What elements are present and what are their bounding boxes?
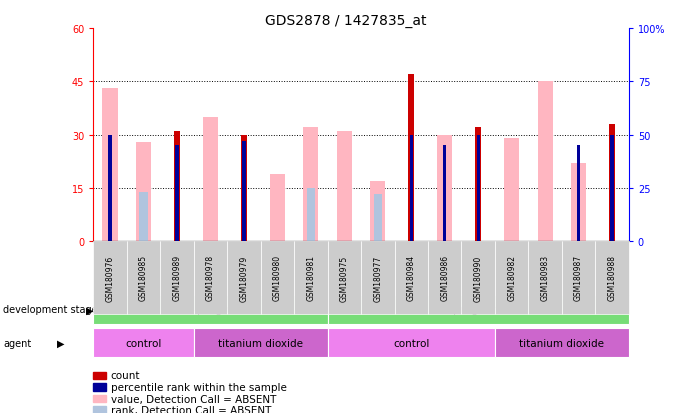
Text: count: count xyxy=(111,370,140,380)
Bar xyxy=(270,174,285,242)
Text: control: control xyxy=(393,338,429,348)
Bar xyxy=(538,82,553,242)
Bar xyxy=(243,142,245,242)
Bar xyxy=(374,195,382,242)
Bar xyxy=(477,135,480,242)
Text: agent: agent xyxy=(3,338,32,348)
Bar xyxy=(303,128,319,242)
Bar xyxy=(410,135,413,242)
Bar xyxy=(437,135,452,242)
Bar xyxy=(577,146,580,242)
Text: GSM180982: GSM180982 xyxy=(507,255,516,301)
Bar xyxy=(307,188,315,242)
Text: GSM180985: GSM180985 xyxy=(139,255,148,301)
Text: GSM180986: GSM180986 xyxy=(440,255,449,301)
Text: rank, Detection Call = ABSENT: rank, Detection Call = ABSENT xyxy=(111,405,271,413)
Text: GSM180978: GSM180978 xyxy=(206,255,215,301)
Bar xyxy=(337,132,352,242)
Text: percentile rank within the sample: percentile rank within the sample xyxy=(111,382,287,392)
Text: GSM180983: GSM180983 xyxy=(540,255,549,301)
Bar xyxy=(609,125,615,242)
Text: titanium dioxide: titanium dioxide xyxy=(520,338,605,348)
Bar xyxy=(475,128,481,242)
Bar xyxy=(370,181,386,242)
Text: GSM180988: GSM180988 xyxy=(607,255,616,301)
Bar xyxy=(108,135,112,242)
Text: GDS2878 / 1427835_at: GDS2878 / 1427835_at xyxy=(265,14,426,28)
Bar xyxy=(241,135,247,242)
Bar xyxy=(174,132,180,242)
Text: titanium dioxide: titanium dioxide xyxy=(218,338,303,348)
Text: GSM180975: GSM180975 xyxy=(340,255,349,301)
Bar xyxy=(203,118,218,242)
Bar xyxy=(443,146,446,242)
Text: ▶: ▶ xyxy=(86,305,94,315)
Bar xyxy=(571,164,586,242)
Text: GSM180977: GSM180977 xyxy=(373,255,382,301)
Text: GSM180976: GSM180976 xyxy=(106,255,115,301)
Text: non-pregnant: non-pregnant xyxy=(173,305,248,315)
Text: GSM180981: GSM180981 xyxy=(306,255,315,301)
Bar xyxy=(408,75,415,242)
Text: development stage: development stage xyxy=(3,305,98,315)
Text: pregnant: pregnant xyxy=(453,305,504,315)
Text: GSM180980: GSM180980 xyxy=(273,255,282,301)
Text: GSM180990: GSM180990 xyxy=(474,255,483,301)
Text: GSM180989: GSM180989 xyxy=(173,255,182,301)
Text: GSM180984: GSM180984 xyxy=(407,255,416,301)
Bar xyxy=(102,89,117,242)
Bar xyxy=(176,146,179,242)
Text: ▶: ▶ xyxy=(57,338,65,348)
Text: value, Detection Call = ABSENT: value, Detection Call = ABSENT xyxy=(111,394,276,404)
Bar xyxy=(610,135,614,242)
Text: GSM180979: GSM180979 xyxy=(239,255,248,301)
Text: control: control xyxy=(125,338,162,348)
Bar xyxy=(140,193,148,242)
Bar xyxy=(504,139,519,242)
Text: GSM180987: GSM180987 xyxy=(574,255,583,301)
Bar xyxy=(136,142,151,242)
